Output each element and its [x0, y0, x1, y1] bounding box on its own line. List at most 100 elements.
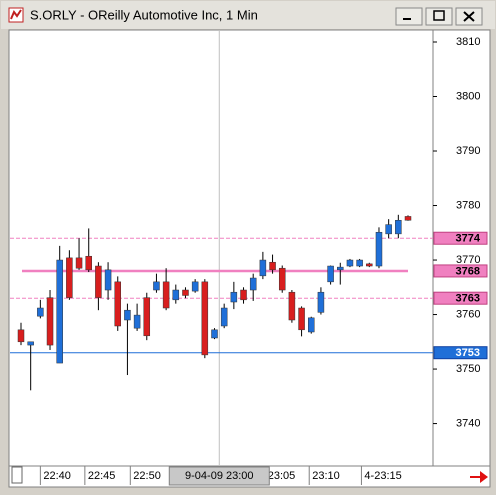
y-tick-label: 3770 — [456, 254, 480, 266]
candle-body — [46, 297, 54, 346]
price-level-box — [433, 291, 488, 305]
x-tick-label: 4-23:15 — [364, 470, 401, 482]
candle — [191, 279, 199, 293]
candle-body — [278, 267, 286, 291]
candle — [56, 245, 63, 364]
x-tick-label: 22:40 — [43, 470, 71, 482]
price-level-box — [433, 346, 488, 360]
candle — [327, 265, 334, 285]
price-level-box — [433, 231, 488, 245]
candle — [317, 287, 325, 315]
candle-body — [240, 289, 247, 301]
app-icon-glyph — [10, 9, 22, 20]
candle-body — [259, 259, 267, 277]
scroll-box[interactable] — [11, 466, 23, 484]
candle — [356, 258, 363, 268]
candle-body — [201, 281, 209, 356]
close-button[interactable] — [455, 7, 483, 26]
candle — [259, 251, 267, 280]
candle — [308, 316, 315, 334]
candle-body — [337, 266, 344, 271]
candle-body — [346, 259, 354, 267]
candle — [46, 290, 54, 350]
candle — [337, 262, 344, 285]
x-tick-label: 23:10 — [312, 470, 340, 482]
candle — [278, 265, 286, 293]
candle — [201, 279, 209, 359]
candle — [133, 303, 141, 331]
y-tick-label: 3780 — [456, 199, 480, 211]
cursor-label-box — [168, 466, 270, 486]
candle — [269, 254, 276, 274]
y-tick-label: 3790 — [456, 145, 480, 157]
price-level-label: 3763 — [456, 293, 480, 305]
candle-body — [95, 265, 102, 298]
candle — [346, 258, 354, 268]
candle-body — [85, 255, 92, 271]
candle — [298, 306, 305, 337]
candle — [143, 292, 151, 341]
candle — [230, 281, 238, 310]
candle-body — [375, 231, 383, 267]
candle — [124, 303, 131, 376]
candle — [395, 214, 402, 239]
candle-body — [230, 291, 238, 303]
candle-body — [220, 307, 228, 327]
candle — [172, 284, 180, 304]
candle-body — [366, 263, 373, 267]
candle-body — [143, 297, 151, 337]
candle-body — [356, 259, 363, 267]
candle-body — [317, 291, 325, 313]
candle-body — [27, 341, 34, 346]
candle — [249, 273, 257, 301]
candle-body — [56, 259, 63, 364]
candle — [211, 328, 218, 340]
candle-body — [17, 329, 25, 343]
candle — [182, 287, 189, 299]
x-tick-label: 22:45 — [88, 470, 116, 482]
y-tick-label: 3740 — [456, 417, 480, 429]
candle — [162, 268, 170, 311]
candle — [288, 290, 296, 323]
price-level-label: 3774 — [456, 233, 481, 245]
candle — [104, 262, 112, 300]
candle-body — [66, 257, 73, 298]
x-tick-label: 22:50 — [133, 470, 161, 482]
candle — [240, 287, 247, 304]
candle — [153, 273, 160, 293]
candle — [66, 250, 73, 300]
candle — [85, 228, 92, 273]
y-tick-label: 3810 — [456, 36, 480, 48]
candle-body — [269, 261, 276, 271]
y-tick-label: 3750 — [456, 363, 480, 375]
candle — [27, 341, 34, 391]
candle — [385, 219, 392, 239]
candle — [220, 303, 228, 329]
y-tick-label: 3760 — [456, 308, 480, 320]
candle-body — [153, 281, 160, 291]
candle-body — [75, 257, 83, 269]
candle-body — [104, 269, 112, 291]
candle-body — [385, 224, 392, 235]
window-title: S.ORLY - OReilly Automotive Inc, 1 Min — [30, 7, 258, 22]
minimize-button[interactable] — [395, 7, 423, 26]
candle-body — [124, 309, 131, 321]
candle-body — [249, 277, 257, 291]
candle-body — [298, 307, 305, 331]
x-tick-label: 23:05 — [268, 470, 296, 482]
candle — [95, 262, 102, 311]
candle-body — [327, 265, 334, 283]
candle-body — [114, 281, 121, 327]
price-level-box — [433, 264, 488, 278]
maximize-button[interactable] — [425, 7, 453, 26]
candle-body — [172, 289, 180, 301]
candle — [17, 322, 25, 346]
candle — [114, 276, 121, 331]
scroll-right-arrow[interactable] — [470, 471, 488, 483]
candle-body — [395, 219, 402, 235]
candle-body — [191, 281, 199, 292]
candle-body — [162, 281, 170, 309]
candle-body — [133, 314, 141, 329]
candle — [37, 299, 44, 319]
